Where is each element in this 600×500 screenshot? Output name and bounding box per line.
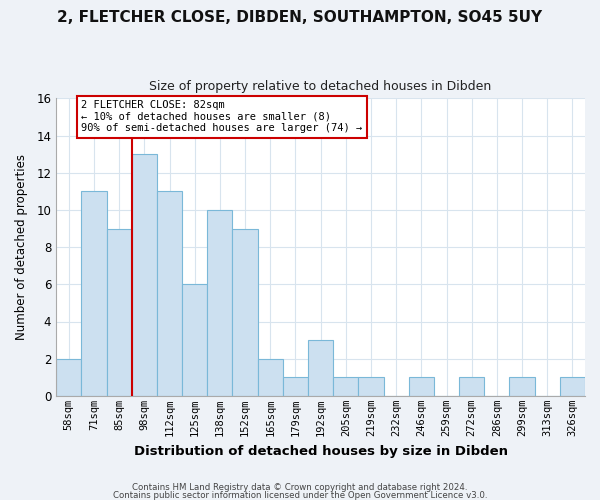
Bar (308, 340, 333, 396)
Bar (207, 210, 232, 396)
Text: 2 FLETCHER CLOSE: 82sqm
← 10% of detached houses are smaller (8)
90% of semi-det: 2 FLETCHER CLOSE: 82sqm ← 10% of detache… (82, 100, 362, 134)
Title: Size of property relative to detached houses in Dibden: Size of property relative to detached ho… (149, 80, 492, 93)
Bar (107, 228, 132, 396)
Bar (257, 358, 283, 396)
Bar (157, 192, 182, 396)
Bar (132, 154, 157, 396)
Bar (459, 378, 484, 396)
Bar (333, 378, 358, 396)
Bar (509, 378, 535, 396)
Text: Contains public sector information licensed under the Open Government Licence v3: Contains public sector information licen… (113, 490, 487, 500)
X-axis label: Distribution of detached houses by size in Dibden: Distribution of detached houses by size … (134, 444, 508, 458)
Text: Contains HM Land Registry data © Crown copyright and database right 2024.: Contains HM Land Registry data © Crown c… (132, 484, 468, 492)
Text: 2, FLETCHER CLOSE, DIBDEN, SOUTHAMPTON, SO45 5UY: 2, FLETCHER CLOSE, DIBDEN, SOUTHAMPTON, … (58, 10, 542, 25)
Bar (232, 228, 257, 396)
Bar (56, 358, 82, 396)
Bar (283, 378, 308, 396)
Bar (560, 378, 585, 396)
Bar (82, 192, 107, 396)
Bar (409, 378, 434, 396)
Y-axis label: Number of detached properties: Number of detached properties (15, 154, 28, 340)
Bar (182, 284, 207, 396)
Bar (358, 378, 383, 396)
